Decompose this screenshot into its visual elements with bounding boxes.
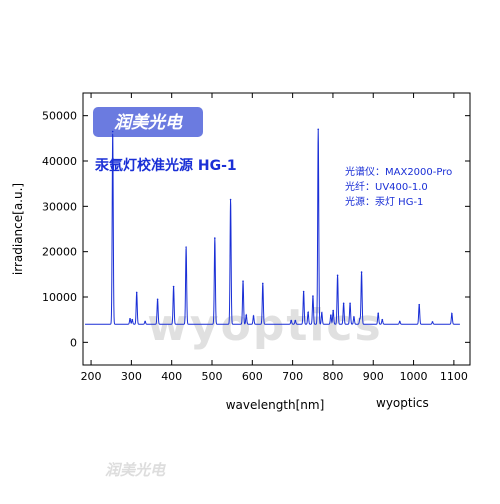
brand-logo-badge: [93, 107, 203, 137]
spectrum-peak-point: [332, 309, 334, 312]
spectrum-peak-point: [214, 237, 216, 239]
spectrum-peak-point: [330, 314, 332, 316]
spectrum-peak-point: [418, 303, 421, 306]
spectrum-peak-point: [377, 312, 380, 315]
spectrum-peak-point: [229, 198, 232, 201]
spectrum-peak-point: [252, 315, 255, 317]
spectrum-peak-point: [245, 314, 248, 316]
y-tick-label: 20000: [42, 246, 77, 259]
spectrum-peak-point: [336, 274, 339, 277]
spectrum-peak-point: [135, 291, 138, 294]
spectrum-peak-point: [398, 320, 401, 323]
spectrum-peak-point: [144, 320, 146, 323]
spectrum-peak-point: [431, 321, 434, 323]
x-tick-label: 900: [363, 370, 384, 383]
spectrum-peak-point: [381, 318, 384, 321]
chart-title: 汞氩灯校准光源 HG-1: [94, 157, 237, 174]
spectrum-peak-point: [261, 282, 264, 285]
y-tick-label: 30000: [42, 200, 77, 213]
spectrum-peak-point: [317, 128, 320, 131]
spectrum-series: [85, 128, 460, 325]
info-line-spectrometer: 光谱仪：MAX2000-Pro: [345, 165, 452, 178]
spectrum-peak-point: [342, 302, 345, 305]
spectrum-peak-point: [353, 316, 355, 318]
y-axis-label: irradiance[a.u.]: [11, 183, 25, 275]
plot-area-frame: [82, 92, 471, 366]
axis-ticks: 200 300 400 500 600 700 800 900 1000 1100 0 10000 20…: [42, 93, 470, 383]
spectrum-peak-point: [321, 312, 323, 314]
x-tick-label: 1100: [440, 370, 468, 383]
brand-logo-text: 润美光电: [114, 113, 184, 133]
spectrum-peak-point: [312, 295, 314, 297]
x-tick-label: 200: [81, 370, 102, 383]
spectrum-peak-point: [129, 317, 131, 320]
x-tick-label: 800: [322, 370, 343, 383]
x-tick-label: 500: [202, 370, 223, 383]
x-tick-label: 400: [161, 370, 182, 383]
y-tick-label: 10000: [42, 291, 77, 304]
brand-logo: 润美光电: [93, 107, 203, 137]
x-tick-label: 1000: [400, 370, 428, 383]
spectrum-peak-point: [451, 312, 453, 315]
spectrum-peak-point: [156, 298, 159, 301]
y-tick-label: 40000: [42, 155, 77, 168]
footer-watermark: 润美光电: [105, 461, 166, 479]
spectrum-peak-point: [360, 271, 363, 273]
y-tick-label: 0: [70, 336, 77, 349]
credit-text: wyoptics: [376, 396, 429, 410]
info-line-fiber: 光纤：UV400-1.0: [345, 180, 428, 193]
spectrum-peak-point: [359, 317, 361, 320]
info-line-source: 光源：汞灯 HG-1: [345, 195, 423, 208]
spectrum-peak-point: [307, 311, 309, 314]
spectrum-peak-point: [185, 246, 187, 248]
spectrum-peak-point: [294, 319, 297, 322]
spectrum-peak-point: [111, 130, 114, 133]
spectrum-peak-point: [349, 302, 351, 305]
watermark-text: wyoptics: [147, 300, 382, 351]
spectrum-peak-point: [131, 318, 134, 321]
y-tick-label: 50000: [42, 110, 77, 123]
x-tick-label: 600: [242, 370, 263, 383]
spectrum-peak-point: [302, 290, 305, 293]
spectrum-line: [85, 129, 460, 325]
x-tick-label: 700: [282, 370, 303, 383]
x-tick-label: 300: [121, 370, 142, 383]
x-axis-label: wavelength[nm]: [226, 398, 325, 412]
spectrum-peak-point: [172, 285, 175, 288]
spectrum-peak-point: [242, 280, 244, 282]
spectrum-peak-point: [290, 319, 293, 322]
